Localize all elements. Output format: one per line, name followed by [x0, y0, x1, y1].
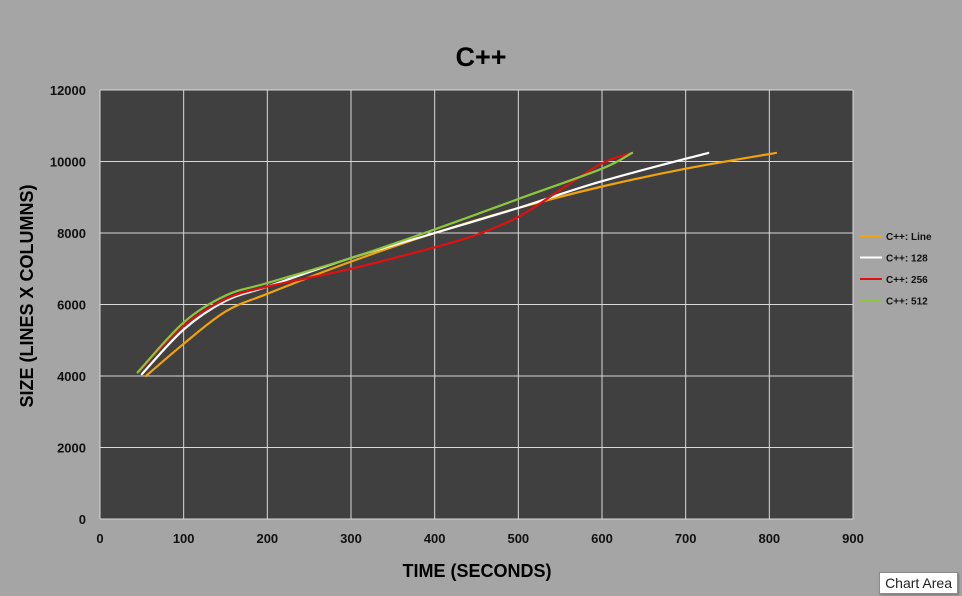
legend-label: C++: 512 [886, 297, 928, 308]
y-tick-label: 12000 [50, 83, 86, 98]
y-axis-label: SIZE (LINES X COLUMNS) [17, 184, 37, 407]
legend-label: C++: 128 [886, 254, 928, 265]
series-lines [136, 151, 778, 378]
x-tick-label: 700 [675, 531, 697, 546]
y-tick-labels: 0 2000 4000 6000 8000 10000 12000 [50, 83, 86, 527]
x-axis-label: TIME (SECONDS) [402, 561, 551, 581]
y-tick-label: 2000 [57, 441, 86, 456]
x-tick-label: 100 [173, 531, 195, 546]
y-tick-label: 4000 [57, 369, 86, 384]
chart-area-tooltip: Chart Area [879, 572, 958, 594]
legend[interactable]: C++: Line C++: 128 C++: 256 C++: 512 [860, 232, 932, 308]
x-tick-label: 0 [96, 531, 103, 546]
x-tick-label: 800 [758, 531, 780, 546]
y-tick-label: 10000 [50, 155, 86, 170]
legend-label: C++: Line [886, 232, 932, 243]
x-tick-label: 400 [424, 531, 446, 546]
y-tick-label: 8000 [57, 226, 86, 241]
x-tick-labels: 0 100 200 300 400 500 600 700 800 900 [96, 531, 863, 546]
series-line-3[interactable] [136, 151, 634, 374]
legend-label: C++: 256 [886, 275, 928, 286]
grid-lines [99, 89, 854, 520]
x-tick-label: 900 [842, 531, 864, 546]
y-tick-label: 0 [79, 512, 86, 527]
x-tick-label: 200 [256, 531, 278, 546]
series-line-2[interactable] [136, 151, 634, 374]
x-tick-label: 500 [507, 531, 529, 546]
x-tick-label: 600 [591, 531, 613, 546]
chart-title: C++ [455, 42, 506, 72]
x-tick-label: 300 [340, 531, 362, 546]
y-tick-label: 6000 [57, 298, 86, 313]
